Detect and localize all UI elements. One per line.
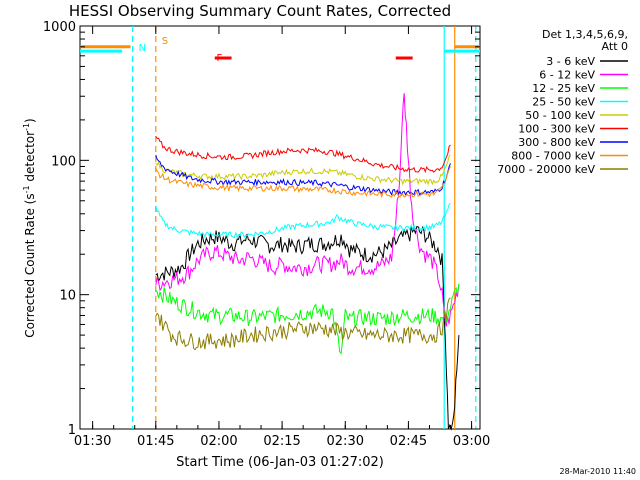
y-axis-label-mid: detector xyxy=(23,131,37,186)
legend-label-5: 100 - 300 keV xyxy=(518,123,595,136)
legend-label-7: 800 - 7000 keV xyxy=(511,150,595,163)
x-tick-label-3: 02:15 xyxy=(263,434,300,449)
marker-n: N xyxy=(139,43,146,54)
marker-s: S xyxy=(162,36,168,47)
series-line-3 xyxy=(155,202,451,240)
legend-label-3: 25 - 50 keV xyxy=(532,96,595,109)
instrument-state-lines xyxy=(132,26,477,429)
series-line-8 xyxy=(155,297,451,351)
y-tick-label-3: 1000 xyxy=(43,20,76,35)
x-axis-label: Start Time (06-Jan-03 01:27:02) xyxy=(176,455,384,470)
y-axis-label-exp1: -1 xyxy=(22,185,31,193)
series-line-7 xyxy=(155,166,451,199)
x-tick-label-5: 02:45 xyxy=(390,434,427,449)
y-axis-label-end: ) xyxy=(23,118,37,123)
x-tick-label-2: 02:00 xyxy=(200,434,237,449)
eclipse-and-flare-bars xyxy=(80,45,480,60)
legend-header-line2: Att 0 xyxy=(602,40,628,53)
plot-frame xyxy=(79,25,481,430)
y-axis-label: Corrected Count Rate (s-1 detector-1) xyxy=(22,118,37,337)
legend-label-8: 7000 - 20000 keV xyxy=(497,163,595,176)
series-line-4 xyxy=(155,154,451,186)
y-axis-label-exp2: -1 xyxy=(22,123,31,131)
x-tick-label-1: 01:45 xyxy=(137,434,174,449)
chart-title: HESSI Observing Summary Count Rates, Cor… xyxy=(69,2,451,20)
legend-label-2: 12 - 25 keV xyxy=(532,82,595,95)
legend-label-4: 50 - 100 keV xyxy=(525,109,595,122)
x-tick-label-0: 01:30 xyxy=(74,434,111,449)
legend-header-line1: Det 1,3,4,5,6,9, xyxy=(542,28,628,41)
series-line-5 xyxy=(155,136,451,174)
y-tick-label-0: 1 xyxy=(68,423,76,438)
legend-label-1: 6 - 12 keV xyxy=(539,69,595,82)
series-line-2 xyxy=(155,283,460,355)
legend-label-0: 3 - 6 keV xyxy=(546,55,595,68)
y-tick-label-1: 10 xyxy=(59,289,76,304)
x-tick-label-6: 03:00 xyxy=(453,434,490,449)
legend-label-6: 300 - 800 keV xyxy=(518,136,595,149)
marker-f: F xyxy=(217,53,223,64)
axis-ticks: 01:30 01:45 02:00 02:15 02:30 02:45 03:00 1 10 10… xyxy=(43,20,490,449)
y-axis-label-main: Corrected Count Rate (s xyxy=(23,193,37,337)
y-tick-label-2: 100 xyxy=(51,154,76,169)
series-lines xyxy=(155,93,460,431)
series-line-0 xyxy=(155,225,460,431)
x-tick-label-4: 02:30 xyxy=(327,434,364,449)
series-line-1 xyxy=(155,93,460,327)
state-markers: S N F xyxy=(139,36,223,64)
footer-timestamp: 28-Mar-2010 11:40 xyxy=(560,467,637,476)
